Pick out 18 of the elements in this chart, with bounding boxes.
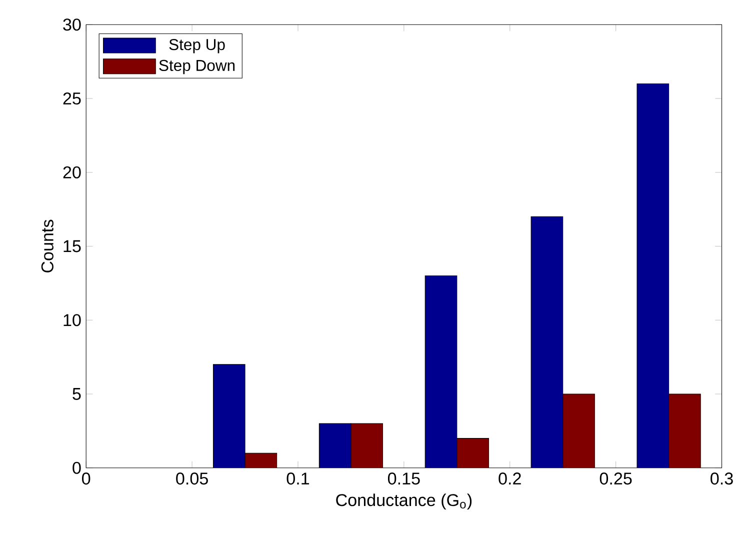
y-tick-label: 25 [63,92,81,105]
x-tick-label: 0.25 [600,472,632,485]
legend-label: Step Down [159,60,235,74]
x-tick-label: 0 [82,472,90,485]
y-tick-label: 5 [72,388,81,400]
y-tick-label: 15 [64,240,81,252]
y-tick-label: 20 [63,166,81,179]
x-axis-title: Conductance (G$_{o}$) [336,494,472,510]
y-tick-label: 0 [72,462,81,474]
x-tick-label: 0.05 [176,472,208,485]
y-tick-label: 10 [64,314,81,326]
x-tick-label: 0.3 [710,472,733,485]
x-tick-label: 0.1 [286,472,310,485]
y-tick-label: 30 [63,18,81,31]
x-tick-label: 0.15 [388,472,420,485]
y-axis-title: Counts [41,220,54,273]
x-tick-label: 0.2 [498,472,521,485]
legend-label: Step Up [169,39,225,54]
